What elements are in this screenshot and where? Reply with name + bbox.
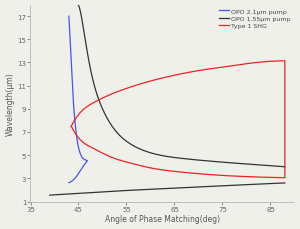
OPO 1.55μm pump: [226, 161, 230, 164]
Type 1 SHG: [283, 60, 286, 63]
Type 1 SHG: [70, 125, 73, 128]
Legend: OPO 2.1μm pump, OPO 1.55μm pump, Type 1 SHG: OPO 2.1μm pump, OPO 1.55μm pump, Type 1 …: [217, 7, 293, 32]
Line: OPO 2.1μm pump: OPO 2.1μm pump: [69, 17, 87, 183]
OPO 2.1μm pump: [80, 166, 84, 169]
Type 1 SHG: [172, 170, 175, 173]
OPO 1.55μm pump: [206, 160, 210, 163]
OPO 1.55μm pump: [101, 108, 104, 111]
Line: Type 1 SHG: Type 1 SHG: [71, 61, 285, 178]
OPO 1.55μm pump: [76, 4, 79, 7]
Type 1 SHG: [96, 100, 99, 102]
OPO 2.1μm pump: [82, 164, 86, 166]
Type 1 SHG: [236, 175, 240, 178]
OPO 2.1μm pump: [76, 174, 80, 176]
Y-axis label: Wavelength(μm): Wavelength(μm): [6, 72, 15, 135]
Type 1 SHG: [70, 125, 73, 128]
OPO 1.55μm pump: [158, 154, 161, 157]
OPO 2.1μm pump: [67, 16, 71, 19]
Type 1 SHG: [248, 176, 251, 178]
OPO 2.1μm pump: [72, 178, 76, 181]
Type 1 SHG: [128, 162, 131, 164]
Line: OPO 1.55μm pump: OPO 1.55μm pump: [77, 5, 285, 167]
X-axis label: Angle of Phase Matching(deg): Angle of Phase Matching(deg): [105, 215, 220, 224]
OPO 1.55μm pump: [143, 150, 147, 153]
OPO 2.1μm pump: [69, 61, 73, 64]
OPO 2.1μm pump: [67, 182, 71, 184]
OPO 1.55μm pump: [283, 166, 286, 168]
Type 1 SHG: [283, 177, 286, 179]
OPO 1.55μm pump: [225, 161, 229, 164]
Type 1 SHG: [224, 174, 227, 177]
OPO 2.1μm pump: [82, 165, 85, 168]
